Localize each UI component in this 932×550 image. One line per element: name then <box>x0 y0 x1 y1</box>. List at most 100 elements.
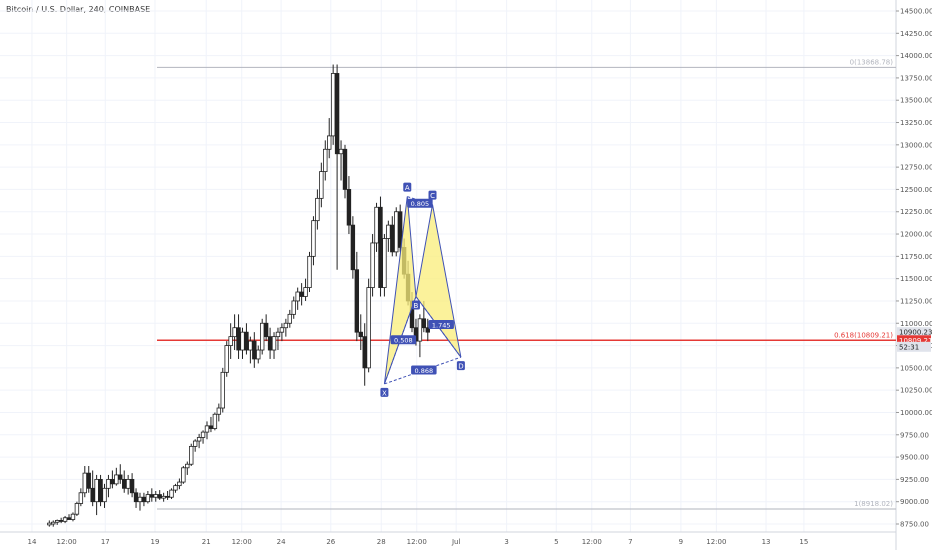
candle-body[interactable] <box>153 494 158 498</box>
candle-body[interactable] <box>283 322 289 329</box>
candle-body[interactable] <box>330 73 336 137</box>
candle-body[interactable] <box>354 269 360 333</box>
candle-body[interactable] <box>232 327 237 338</box>
candle-body[interactable] <box>141 496 147 503</box>
candle-body[interactable] <box>118 474 123 480</box>
candle-body[interactable] <box>350 224 356 271</box>
candle-body[interactable] <box>374 206 379 244</box>
candle-body[interactable] <box>125 478 131 489</box>
candle-body[interactable] <box>86 472 91 489</box>
candle-body[interactable] <box>394 211 399 253</box>
candle-body[interactable] <box>303 287 308 297</box>
candle-body[interactable] <box>145 494 151 503</box>
candle-body[interactable] <box>358 331 363 338</box>
candle-body[interactable] <box>114 474 119 485</box>
candle-body[interactable] <box>58 520 64 522</box>
candle-body[interactable] <box>54 520 60 523</box>
candle-body[interactable] <box>169 489 174 498</box>
candle-body[interactable] <box>220 371 225 409</box>
candle-body[interactable] <box>327 135 332 150</box>
candle-body[interactable] <box>263 322 269 338</box>
candle-body[interactable] <box>319 171 324 199</box>
candle-body[interactable] <box>129 478 135 494</box>
candle-body[interactable] <box>82 472 87 494</box>
candle-body[interactable] <box>204 425 210 433</box>
candle-body[interactable] <box>90 487 95 503</box>
candle-body[interactable] <box>382 238 387 288</box>
candle-body[interactable] <box>62 517 68 522</box>
candle-body[interactable] <box>228 336 233 346</box>
candle-body[interactable] <box>224 345 229 373</box>
candle-body[interactable] <box>271 336 277 351</box>
candle-body[interactable] <box>252 340 257 360</box>
candle-body[interactable] <box>291 300 296 315</box>
candle-body[interactable] <box>248 340 253 351</box>
pattern-point-marker[interactable] <box>380 387 389 397</box>
candle-body[interactable] <box>279 327 285 333</box>
candle-body[interactable] <box>133 492 139 503</box>
candle-body[interactable] <box>106 478 111 489</box>
candle-body[interactable] <box>417 318 423 342</box>
candle-body[interactable] <box>94 478 99 503</box>
candle-body[interactable] <box>137 496 143 503</box>
candle-body[interactable] <box>102 487 107 503</box>
candle-body[interactable] <box>390 224 395 253</box>
candle-body[interactable] <box>157 494 162 499</box>
candle-body[interactable] <box>208 425 214 429</box>
candle-body[interactable] <box>259 322 265 351</box>
candle-body[interactable] <box>165 495 170 498</box>
candle-body[interactable] <box>196 437 202 442</box>
candle-body[interactable] <box>110 478 115 485</box>
candle-body[interactable] <box>244 331 249 351</box>
candle-body[interactable] <box>342 148 348 190</box>
candle-body[interactable] <box>78 492 84 504</box>
pattern-triangle-bcd[interactable] <box>415 204 462 358</box>
candle-body[interactable] <box>311 220 316 257</box>
candle-body[interactable] <box>200 431 206 438</box>
candle-body[interactable] <box>366 287 371 369</box>
candle-body[interactable] <box>295 291 300 302</box>
candle-body[interactable] <box>315 197 320 222</box>
pattern-point-marker[interactable] <box>411 300 420 310</box>
candle-body[interactable] <box>346 189 352 226</box>
candle-body[interactable] <box>425 327 430 333</box>
candle-body[interactable] <box>149 494 155 498</box>
candle-body[interactable] <box>236 327 241 351</box>
candle-body[interactable] <box>362 336 367 369</box>
candle-body[interactable] <box>173 485 178 491</box>
candle-body[interactable] <box>275 331 281 338</box>
candle-body[interactable] <box>397 211 403 248</box>
pattern-point-marker[interactable] <box>428 190 437 200</box>
candle-body[interactable] <box>307 255 312 288</box>
candle-body[interactable] <box>287 313 292 324</box>
candle-body[interactable] <box>370 242 375 288</box>
candle-body[interactable] <box>74 503 80 515</box>
candle-body[interactable] <box>192 440 198 447</box>
candle-body[interactable] <box>240 331 245 351</box>
candle-body[interactable] <box>47 522 52 526</box>
candle-body[interactable] <box>189 445 194 465</box>
candle-body[interactable] <box>421 318 427 329</box>
candle-body[interactable] <box>185 463 190 469</box>
candle-body[interactable] <box>66 517 72 520</box>
candle-body[interactable] <box>338 148 344 155</box>
candle-body[interactable] <box>177 481 182 487</box>
candle-body[interactable] <box>212 413 218 429</box>
candle-body[interactable] <box>267 336 273 351</box>
candle-body[interactable] <box>299 291 304 297</box>
candle-body[interactable] <box>51 521 56 525</box>
candle-body[interactable] <box>216 407 222 415</box>
candle-body[interactable] <box>161 495 166 499</box>
candle-body[interactable] <box>378 206 383 288</box>
pattern-point-marker[interactable] <box>456 361 465 371</box>
candle-body[interactable] <box>323 148 328 172</box>
candle-body[interactable] <box>334 73 340 155</box>
candle-body[interactable] <box>386 224 391 239</box>
candle-body[interactable] <box>70 513 76 520</box>
candle-body[interactable] <box>122 478 127 489</box>
candle-body[interactable] <box>181 467 186 483</box>
pattern-point-marker[interactable] <box>403 182 412 192</box>
candle-body[interactable] <box>98 478 103 503</box>
candle-body[interactable] <box>256 349 261 360</box>
